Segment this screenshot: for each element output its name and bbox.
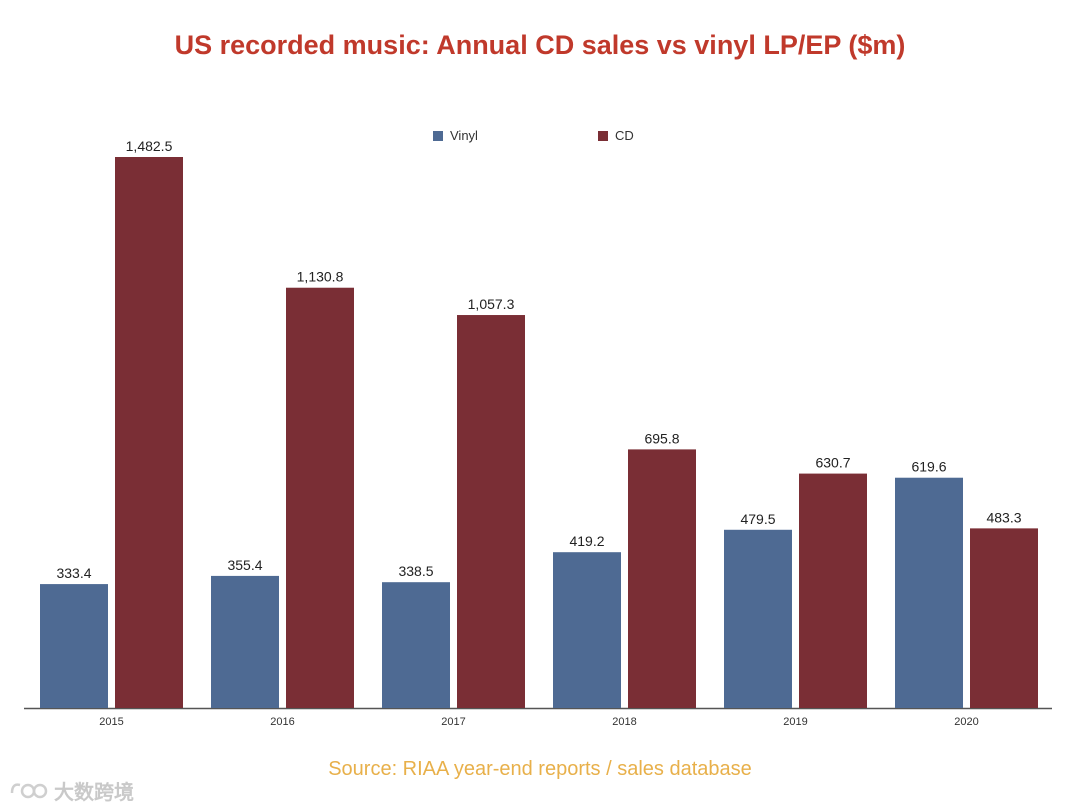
x-tick-label-2019: 2019 <box>783 716 807 728</box>
data-label-vinyl-2016: 355.4 <box>227 557 262 573</box>
x-tick-label-2020: 2020 <box>954 716 978 728</box>
data-label-cd-2015: 1,482.5 <box>126 138 173 154</box>
data-label-vinyl-2018: 419.2 <box>569 533 604 549</box>
x-tick-label-2018: 2018 <box>612 716 636 728</box>
watermark: 大数跨境 <box>8 776 134 805</box>
bar-vinyl-2020 <box>895 477 963 708</box>
bar-cd-2018 <box>628 449 696 708</box>
data-label-vinyl-2019: 479.5 <box>740 511 775 527</box>
legend-swatch-vinyl <box>433 130 443 141</box>
legend: Vinyl CD <box>0 128 1080 148</box>
x-tick-label-2017: 2017 <box>441 716 465 728</box>
bar-vinyl-2019 <box>724 529 792 708</box>
bar-cd-2016 <box>286 287 354 708</box>
bar-cd-2019 <box>799 473 867 708</box>
bar-cd-2015 <box>115 157 183 708</box>
data-label-cd-2016: 1,130.8 <box>297 269 344 285</box>
data-label-vinyl-2020: 619.6 <box>911 459 946 475</box>
bar-cd-2017 <box>457 315 525 708</box>
bar-vinyl-2018 <box>553 552 621 708</box>
legend-swatch-cd <box>598 130 608 141</box>
data-label-cd-2019: 630.7 <box>815 455 850 471</box>
x-tick-label-2016: 2016 <box>270 716 294 728</box>
bar-vinyl-2015 <box>40 584 108 708</box>
legend-item-cd: CD <box>598 128 634 143</box>
source-note: Source: RIAA year-end reports / sales da… <box>328 758 752 780</box>
data-label-vinyl-2015: 333.4 <box>56 565 91 581</box>
legend-label-vinyl: Vinyl <box>450 128 478 143</box>
legend-item-vinyl: Vinyl <box>433 128 478 143</box>
watermark-text: 大数跨境 <box>54 782 134 804</box>
data-label-cd-2017: 1,057.3 <box>468 296 515 312</box>
bar-vinyl-2016 <box>211 575 279 708</box>
data-label-cd-2018: 695.8 <box>644 430 679 446</box>
x-tick-label-2015: 2015 <box>99 716 123 728</box>
bar-vinyl-2017 <box>382 582 450 708</box>
bar-cd-2020 <box>970 528 1038 708</box>
legend-label-cd: CD <box>615 128 634 143</box>
data-label-cd-2020: 483.3 <box>986 509 1021 525</box>
watermark-logo-icon <box>10 782 48 798</box>
chart-title: US recorded music: Annual CD sales vs vi… <box>174 30 906 60</box>
data-label-vinyl-2017: 338.5 <box>398 563 433 579</box>
